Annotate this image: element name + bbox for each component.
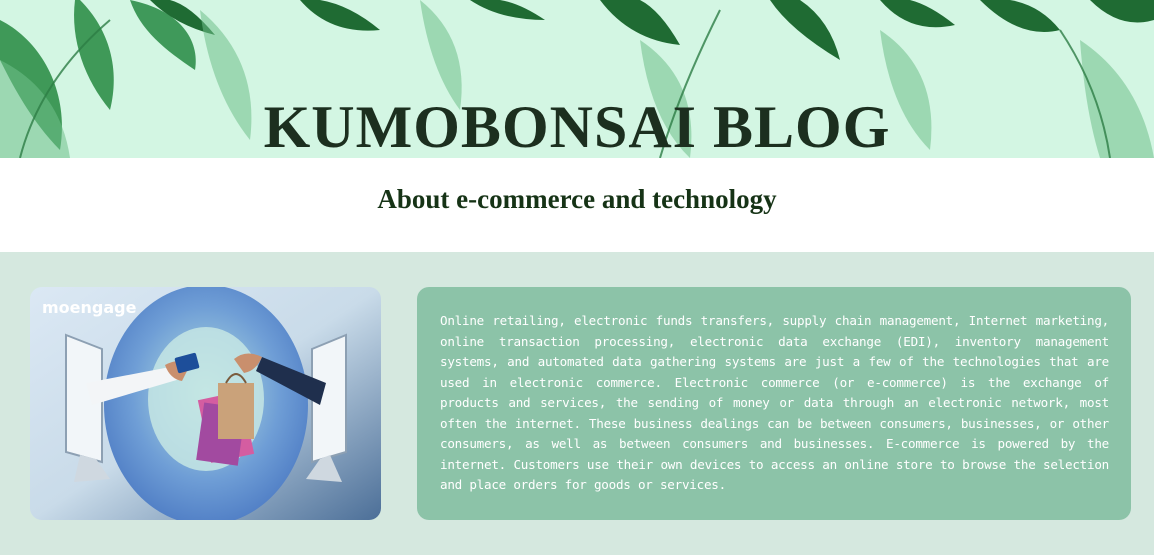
blog-subtitle: About e-commerce and technology [377,183,777,214]
content-area: moengage Online retailing, electronic fu… [0,252,1154,555]
blog-title: KUMOBONSAI BLOG [263,94,891,158]
article-body: Online retailing, electronic funds trans… [440,313,1109,492]
ecommerce-illustration: moengage [30,287,381,520]
leaf-decoration [0,0,1154,158]
article-card: Online retailing, electronic funds trans… [417,287,1131,520]
brand-logo: moengage [42,298,137,317]
ecommerce-image: moengage [30,287,381,520]
subtitle-band: About e-commerce and technology [0,158,1154,252]
header-banner: KUMOBONSAI BLOG [0,0,1154,158]
